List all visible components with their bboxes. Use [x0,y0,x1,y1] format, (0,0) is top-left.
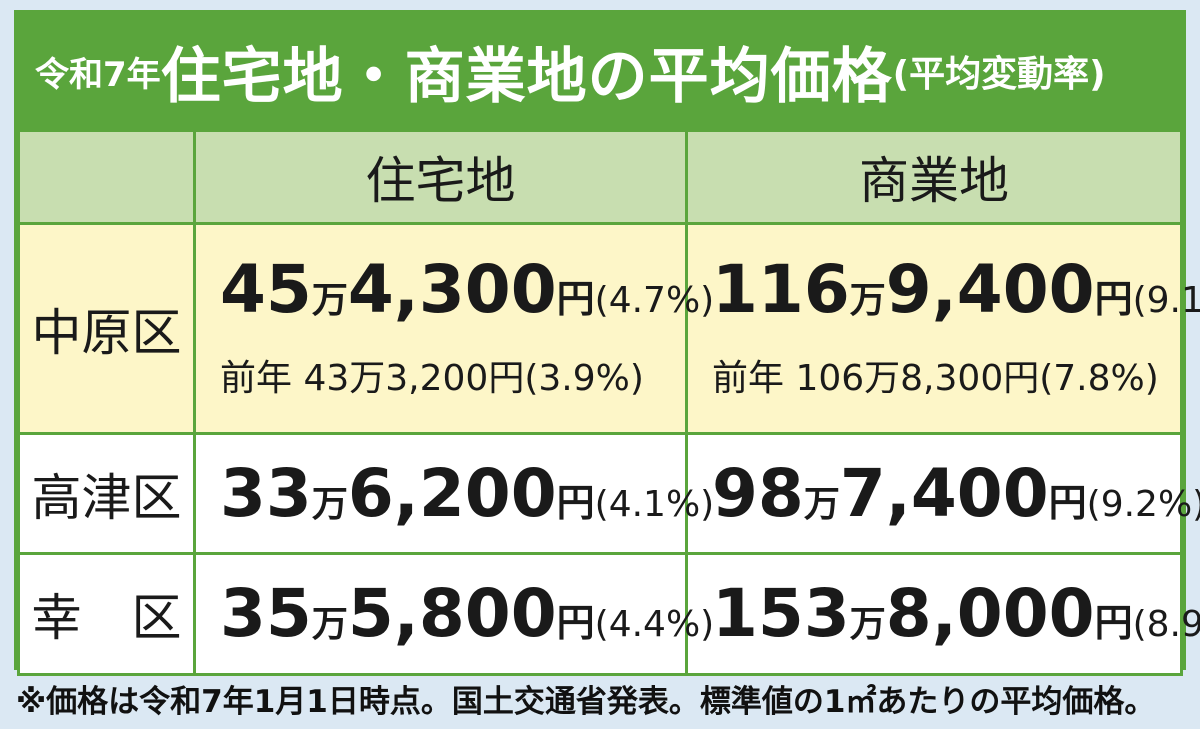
change-rate: (8.9%) [1132,604,1200,645]
change-rate: (4.4%) [594,604,715,645]
header-commercial: 商業地 [685,129,1183,225]
ward-label: 高津区 [17,432,196,555]
commercial-cell: 98万7,400円(9.2%) [685,432,1200,555]
commercial-cell: 153万8,000円(8.9%) [685,552,1200,676]
price-table: 住宅地 商業地 中原区 45万4,300円(4.7%) 前年 43万3,200円… [17,129,1200,676]
table-row: 幸 区 35万5,800円(4.4%) 153万8,000円(8.9%) [17,552,1200,676]
residential-cell: 35万5,800円(4.4%) [193,552,715,676]
previous-year-value: 前年 106万8,300円(7.8%) [712,357,1159,399]
change-rate: (9.1%) [1132,279,1200,321]
commercial-cell: 116万9,400円(9.1%) 前年 106万8,300円(7.8%) [685,222,1200,435]
residential-cell: 45万4,300円(4.7%) 前年 43万3,200円(3.9%) [193,222,715,435]
page-title: 住宅地・商業地の平均価格 [160,41,893,112]
title-bar: 令和7年 住宅地・商業地の平均価格 (平均変動率) [17,13,1183,129]
header-blank [17,129,196,225]
footnote: ※価格は令和7年1月1日時点。国土交通省発表。標準値の1㎡あたりの平均価格。 [16,684,1156,720]
title-prefix: 令和7年 [35,54,161,95]
table-row: 中原区 45万4,300円(4.7%) 前年 43万3,200円(3.9%) 1… [17,222,1200,435]
ward-label: 中原区 [17,222,196,435]
price-table-card: 令和7年 住宅地・商業地の平均価格 (平均変動率) 住宅地 商業地 中原区 45… [14,10,1200,676]
previous-year-value: 前年 43万3,200円(3.9%) [220,357,644,399]
price-value: 116万9,400円(9.1%) [688,256,1200,323]
price-value: 35万5,800円(4.4%) [220,575,715,652]
header-residential: 住宅地 [193,129,688,225]
change-rate: (4.1%) [594,483,715,525]
table-row: 高津区 33万6,200円(4.1%) 98万7,400円(9.2%) [17,432,1200,555]
price-value: 33万6,200円(4.1%) [220,454,715,532]
change-rate: (4.7%) [594,279,715,321]
price-value: 45万4,300円(4.7%) [220,250,715,328]
price-value: 98万7,400円(9.2%) [688,460,1200,527]
title-suffix: (平均変動率) [892,54,1106,95]
residential-cell: 33万6,200円(4.1%) [193,432,715,555]
table-header-row: 住宅地 商業地 [17,129,1183,225]
change-rate: (9.2%) [1086,483,1200,525]
ward-label: 幸 区 [17,552,196,676]
price-value: 153万8,000円(8.9%) [688,581,1200,647]
